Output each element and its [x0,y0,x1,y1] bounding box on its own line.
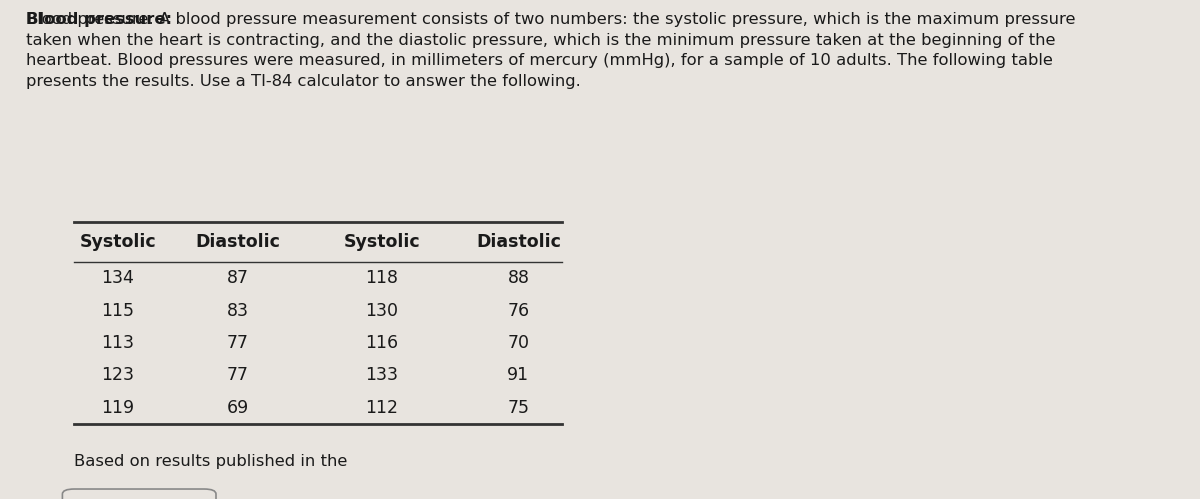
Text: 118: 118 [365,269,398,287]
Text: Diastolic: Diastolic [476,233,560,251]
Text: 134: 134 [101,269,134,287]
Text: 75: 75 [508,399,529,417]
Text: 70: 70 [508,334,529,352]
Text: 77: 77 [227,366,248,385]
Text: 123: 123 [101,366,134,385]
Text: 113: 113 [101,334,134,352]
Text: 130: 130 [365,301,398,320]
Text: 87: 87 [227,269,248,287]
Text: Blood pressure:: Blood pressure: [26,12,173,27]
Text: 77: 77 [227,334,248,352]
Text: Blood pressure: A blood pressure measurement consists of two numbers: the systol: Blood pressure: A blood pressure measure… [26,12,1076,89]
Text: 133: 133 [365,366,398,385]
Text: 88: 88 [508,269,529,287]
Text: 116: 116 [365,334,398,352]
Text: 112: 112 [365,399,398,417]
Text: Systolic: Systolic [79,233,156,251]
Text: 119: 119 [101,399,134,417]
Text: Based on results published in the: Based on results published in the [74,454,353,469]
Text: 115: 115 [101,301,134,320]
Text: 76: 76 [508,301,529,320]
Text: Diastolic: Diastolic [196,233,280,251]
Text: 91: 91 [508,366,529,385]
Text: 69: 69 [227,399,248,417]
Text: Systolic: Systolic [343,233,420,251]
Text: 83: 83 [227,301,248,320]
